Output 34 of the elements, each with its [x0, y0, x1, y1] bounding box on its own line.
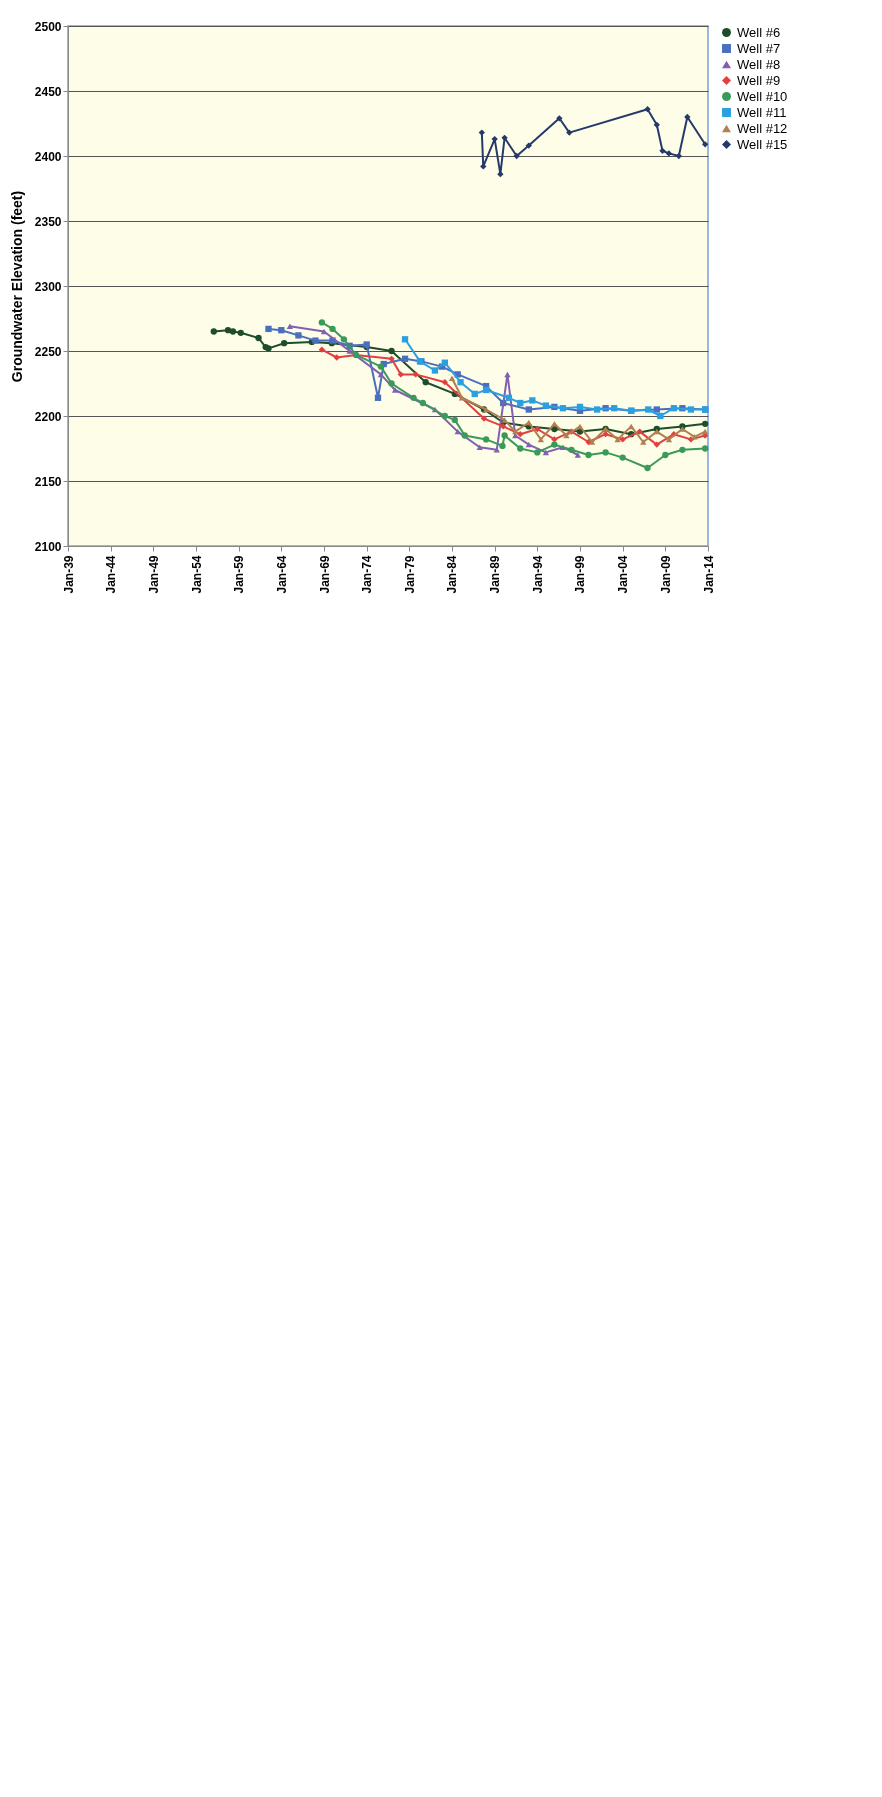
x-tick-label: Jan-44 [104, 555, 119, 594]
x-tick-label: Jan-64 [274, 555, 289, 594]
y-tick-label: 2500 [34, 19, 62, 34]
x-tick-label: Jan-54 [189, 555, 204, 594]
y-tick-label: 2150 [34, 474, 62, 489]
legend-label: Well #12 [737, 120, 788, 136]
legend-label: Well #7 [737, 40, 781, 56]
x-tick-label: Jan-89 [488, 555, 503, 594]
y-tick-label: 2350 [34, 214, 62, 229]
y-axis-title: Groundwater Elevation (feet) [8, 190, 25, 383]
x-tick-label: Jan-04 [616, 555, 631, 594]
x-tick-label: Jan-69 [317, 555, 332, 594]
y-tick-label: 2400 [34, 149, 62, 164]
x-tick-label: Jan-79 [402, 555, 417, 594]
x-tick-label: Jan-49 [146, 555, 161, 594]
x-tick-label: Jan-74 [360, 555, 375, 594]
legend-label: Well #10 [737, 88, 788, 104]
legend-label: Well #6 [737, 24, 781, 40]
legend-label: Well #9 [737, 72, 781, 88]
x-tick-label: Jan-14 [701, 555, 716, 594]
y-tick-label: 2100 [34, 539, 62, 554]
x-tick-label: Jan-99 [573, 555, 588, 594]
y-tick-label: 2200 [34, 409, 62, 424]
legend-label: Well #8 [737, 56, 781, 72]
legend-label: Well #15 [737, 136, 788, 152]
y-tick-label: 2300 [34, 279, 62, 294]
y-tick-label: 2450 [34, 84, 62, 99]
x-tick-label: Jan-09 [658, 555, 673, 594]
x-tick-label: Jan-94 [530, 555, 545, 594]
x-tick-label: Jan-39 [61, 555, 76, 594]
legend-label: Well #11 [737, 104, 787, 120]
x-tick-label: Jan-84 [445, 555, 460, 594]
y-tick-label: 2250 [34, 344, 62, 359]
x-tick-label: Jan-59 [232, 555, 247, 594]
